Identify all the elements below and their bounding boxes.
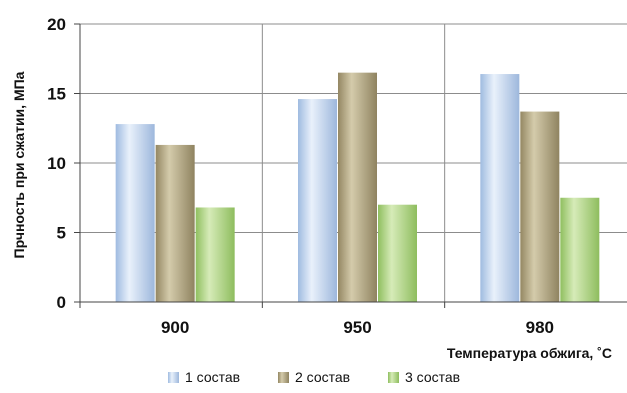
y-axis-title: Прчность при сжатии, МПа bbox=[11, 71, 27, 258]
x-tick-label-980: 980 bbox=[526, 318, 554, 337]
bar-s2-900 bbox=[155, 144, 195, 302]
legend-swatch-1 bbox=[168, 372, 179, 383]
legend-swatch-3 bbox=[388, 372, 399, 383]
legend-label-2: 2 состав bbox=[295, 369, 350, 385]
x-tick-label-900: 900 bbox=[161, 318, 189, 337]
y-tick-label-3: 15 bbox=[47, 85, 66, 104]
y-tick-label-1: 5 bbox=[57, 224, 66, 243]
bar-s3-950 bbox=[378, 204, 417, 302]
bar-s3-900 bbox=[195, 207, 235, 302]
legend-swatch-2 bbox=[278, 372, 289, 383]
x-axis-title: Температура обжига, ˚С bbox=[447, 345, 612, 361]
bars bbox=[115, 72, 600, 303]
bar-s1-980 bbox=[480, 74, 520, 302]
y-tick-label-4: 20 bbox=[47, 15, 66, 34]
bar-s2-980 bbox=[520, 111, 560, 302]
legend-label-1: 1 состав bbox=[185, 369, 240, 385]
x-tick-label-950: 950 bbox=[343, 318, 371, 337]
axes bbox=[74, 23, 627, 308]
bar-s3-980 bbox=[560, 197, 600, 302]
y-tick-label-2: 10 bbox=[47, 154, 66, 173]
y-tick-label-0: 0 bbox=[57, 293, 66, 312]
bar-s1-950 bbox=[298, 99, 337, 302]
legend-label-3: 3 состав bbox=[405, 369, 460, 385]
bar-s2-950 bbox=[338, 72, 377, 303]
tick-labels: 0 5 10 15 20 900 950 980 bbox=[47, 15, 554, 337]
legend: 1 состав 2 состав 3 состав bbox=[168, 369, 460, 385]
bar-s1-900 bbox=[115, 124, 155, 302]
